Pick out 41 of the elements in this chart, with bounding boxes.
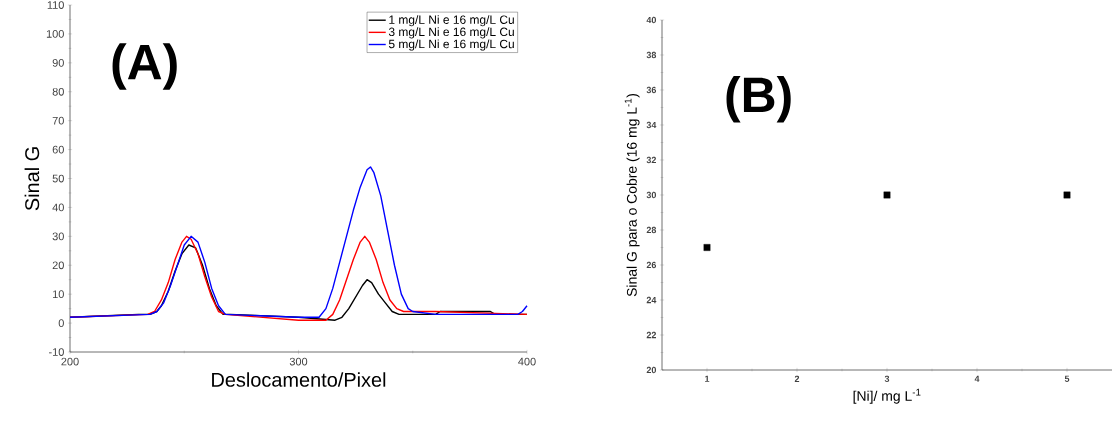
y-tick-label: 60	[52, 145, 64, 154]
y-tick-label: 38	[646, 51, 657, 59]
x-tick-label: 1	[705, 375, 710, 382]
y-tick-label: 36	[646, 86, 657, 94]
y-tick-label: 28	[646, 226, 657, 234]
legend-label: 1 mg/L Ni e 16 mg/L Cu	[389, 15, 514, 27]
x-axis-title: [Ni]/ mg L$^{-1}$	[853, 388, 921, 404]
x-tick-label: 200	[61, 357, 79, 366]
y-tick-label: 24	[646, 296, 657, 304]
y-tick-label: 100	[46, 30, 64, 38]
y-tick-label: 34	[646, 121, 657, 129]
y-tick-label: 20	[52, 261, 64, 270]
y-tick-label: 40	[52, 203, 64, 212]
x-tick-label: 400	[518, 357, 536, 366]
annotation: (A)	[112, 43, 177, 90]
y-tick-label: 90	[52, 58, 64, 67]
x-tick-label: 5	[1064, 375, 1070, 382]
y-tick-label: -10	[49, 348, 64, 356]
x-tick-label: 300	[289, 357, 308, 366]
y-tick-label: 10	[52, 290, 64, 299]
x-tick-label: 3	[884, 375, 890, 382]
legend-label: 5 mg/L Ni e 16 mg/L Cu	[388, 39, 514, 51]
y-tick-label: 26	[646, 261, 657, 269]
y-tick-label: 50	[52, 174, 64, 183]
y-tick-label: 30	[646, 191, 656, 199]
y-tick-label: 0	[58, 319, 64, 327]
y-tick-label: 20	[646, 366, 656, 374]
legend-label: 3 mg/L Ni e 16 mg/L Cu	[388, 27, 514, 39]
x-tick-label: 4	[974, 375, 980, 382]
y-tick-label: 70	[52, 116, 64, 125]
y-tick-label: 80	[52, 87, 64, 96]
y-tick-label: 40	[646, 16, 656, 24]
y-axis-title: Sinal G para o Cobre (16 mg L$^{-1}$)	[624, 93, 640, 297]
y-tick-label: 22	[646, 331, 656, 339]
y-tick-label: 30	[52, 232, 64, 241]
y-tick-label: 32	[646, 156, 656, 164]
x-axis-title: Deslocamento/Pixel	[212, 372, 386, 387]
annotation: (B)	[726, 76, 791, 123]
y-axis-title: Sinal G	[24, 147, 40, 211]
y-tick-label: 110	[47, 1, 64, 9]
x-tick-label: 2	[794, 375, 800, 382]
